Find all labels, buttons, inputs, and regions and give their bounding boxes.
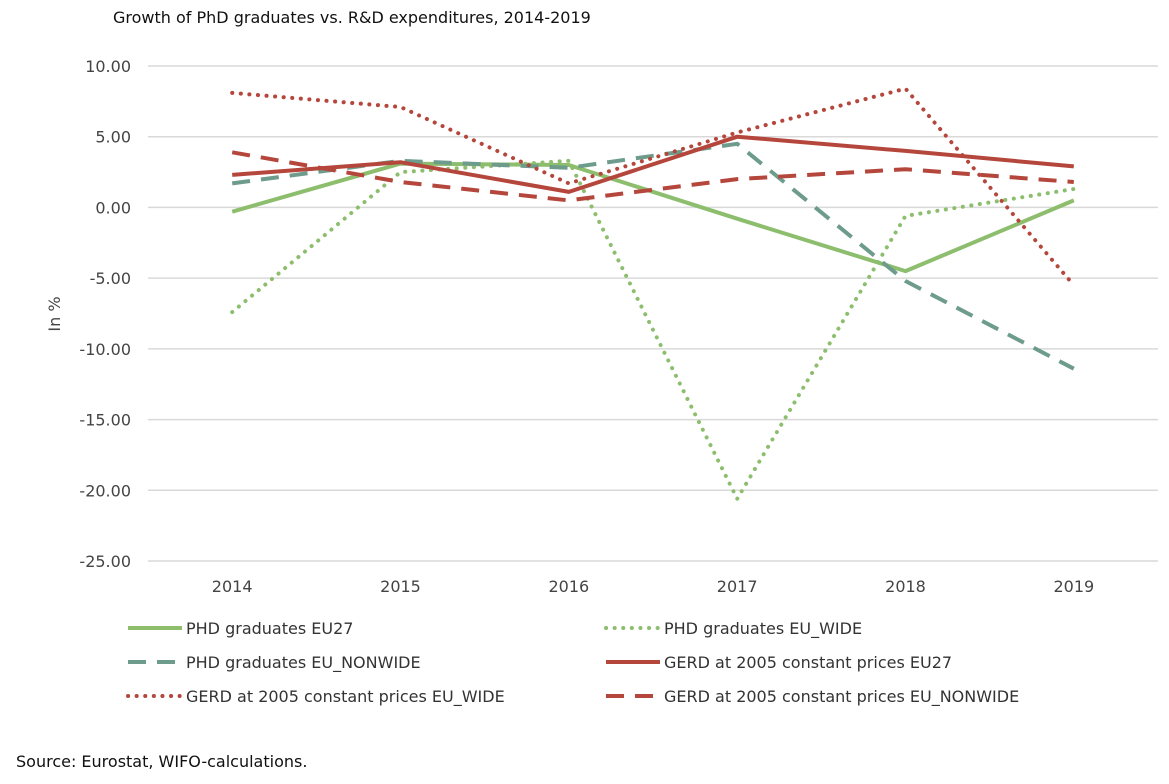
y-tick-label: -20.00 bbox=[79, 481, 131, 500]
y-tick-label: -25.00 bbox=[79, 552, 131, 571]
y-tick-label: 10.00 bbox=[85, 57, 131, 76]
x-tick-label: 2014 bbox=[212, 577, 253, 596]
x-axis-ticks: 2014 2015 2016 2017 2018 2019 bbox=[212, 577, 1094, 596]
legend-label: PHD graduates EU_WIDE bbox=[664, 619, 862, 639]
legend-item-gerd-at-2005-constant-prices-eu-wide: GERD at 2005 constant prices EU_WIDE bbox=[126, 687, 505, 707]
y-axis-ticks: 10.00 5.00 0.00 -5.00 -10.00 -15.00 -20.00 -25.… bbox=[79, 57, 131, 571]
legend-label: PHD graduates EU_NONWIDE bbox=[186, 653, 421, 673]
legend-item-gerd-at-2005-constant-prices-eu27: GERD at 2005 constant prices EU27 bbox=[606, 653, 952, 672]
x-tick-label: 2017 bbox=[717, 577, 758, 596]
x-tick-label: 2016 bbox=[548, 577, 589, 596]
source-note: Source: Eurostat, WIFO-calculations. bbox=[16, 752, 308, 771]
series-line-gerd-at-2005-constant-prices-eu-nonwide bbox=[231, 150, 1074, 203]
y-tick-label: -15.00 bbox=[79, 411, 131, 430]
series-line-gerd-at-2005-constant-prices-eu-wide bbox=[230, 86, 1076, 288]
y-tick-label: -5.00 bbox=[90, 269, 131, 288]
legend-label: PHD graduates EU27 bbox=[186, 619, 353, 638]
series-line-phd-graduates-eu-nonwide bbox=[231, 141, 1075, 371]
x-tick-label: 2019 bbox=[1053, 577, 1094, 596]
chart-title: Growth of PhD graduates vs. R&D expendit… bbox=[113, 8, 591, 27]
series-line-phd-graduates-eu27 bbox=[231, 161, 1075, 274]
legend-item-phd-graduates-eu27: PHD graduates EU27 bbox=[128, 619, 353, 638]
legend-label: GERD at 2005 constant prices EU27 bbox=[664, 653, 952, 672]
y-tick-label: 5.00 bbox=[95, 128, 131, 147]
legend-label: GERD at 2005 constant prices EU_NONWIDE bbox=[664, 687, 1019, 707]
y-tick-label: -10.00 bbox=[79, 340, 131, 359]
legend-item-gerd-at-2005-constant-prices-eu-nonwide: GERD at 2005 constant prices EU_NONWIDE bbox=[606, 687, 1019, 707]
y-tick-label: 0.00 bbox=[95, 198, 131, 217]
gridlines bbox=[148, 65, 1158, 562]
series-lines bbox=[230, 86, 1076, 501]
legend-label: GERD at 2005 constant prices EU_WIDE bbox=[186, 687, 505, 707]
legend-item-phd-graduates-eu-nonwide: PHD graduates EU_NONWIDE bbox=[128, 653, 421, 673]
series-line-phd-graduates-eu-wide bbox=[230, 158, 1076, 501]
legend-item-phd-graduates-eu-wide: PHD graduates EU_WIDE bbox=[604, 619, 862, 639]
legend: PHD graduates EU27 PHD graduates EU_WIDE P… bbox=[126, 619, 1019, 707]
x-tick-label: 2015 bbox=[380, 577, 421, 596]
y-axis-title: In % bbox=[45, 296, 64, 331]
series-line-gerd-at-2005-constant-prices-eu27 bbox=[232, 134, 1074, 194]
line-chart: 10.00 5.00 0.00 -5.00 -10.00 -15.00 -20.00 -25.… bbox=[45, 57, 1158, 707]
x-tick-label: 2018 bbox=[885, 577, 926, 596]
